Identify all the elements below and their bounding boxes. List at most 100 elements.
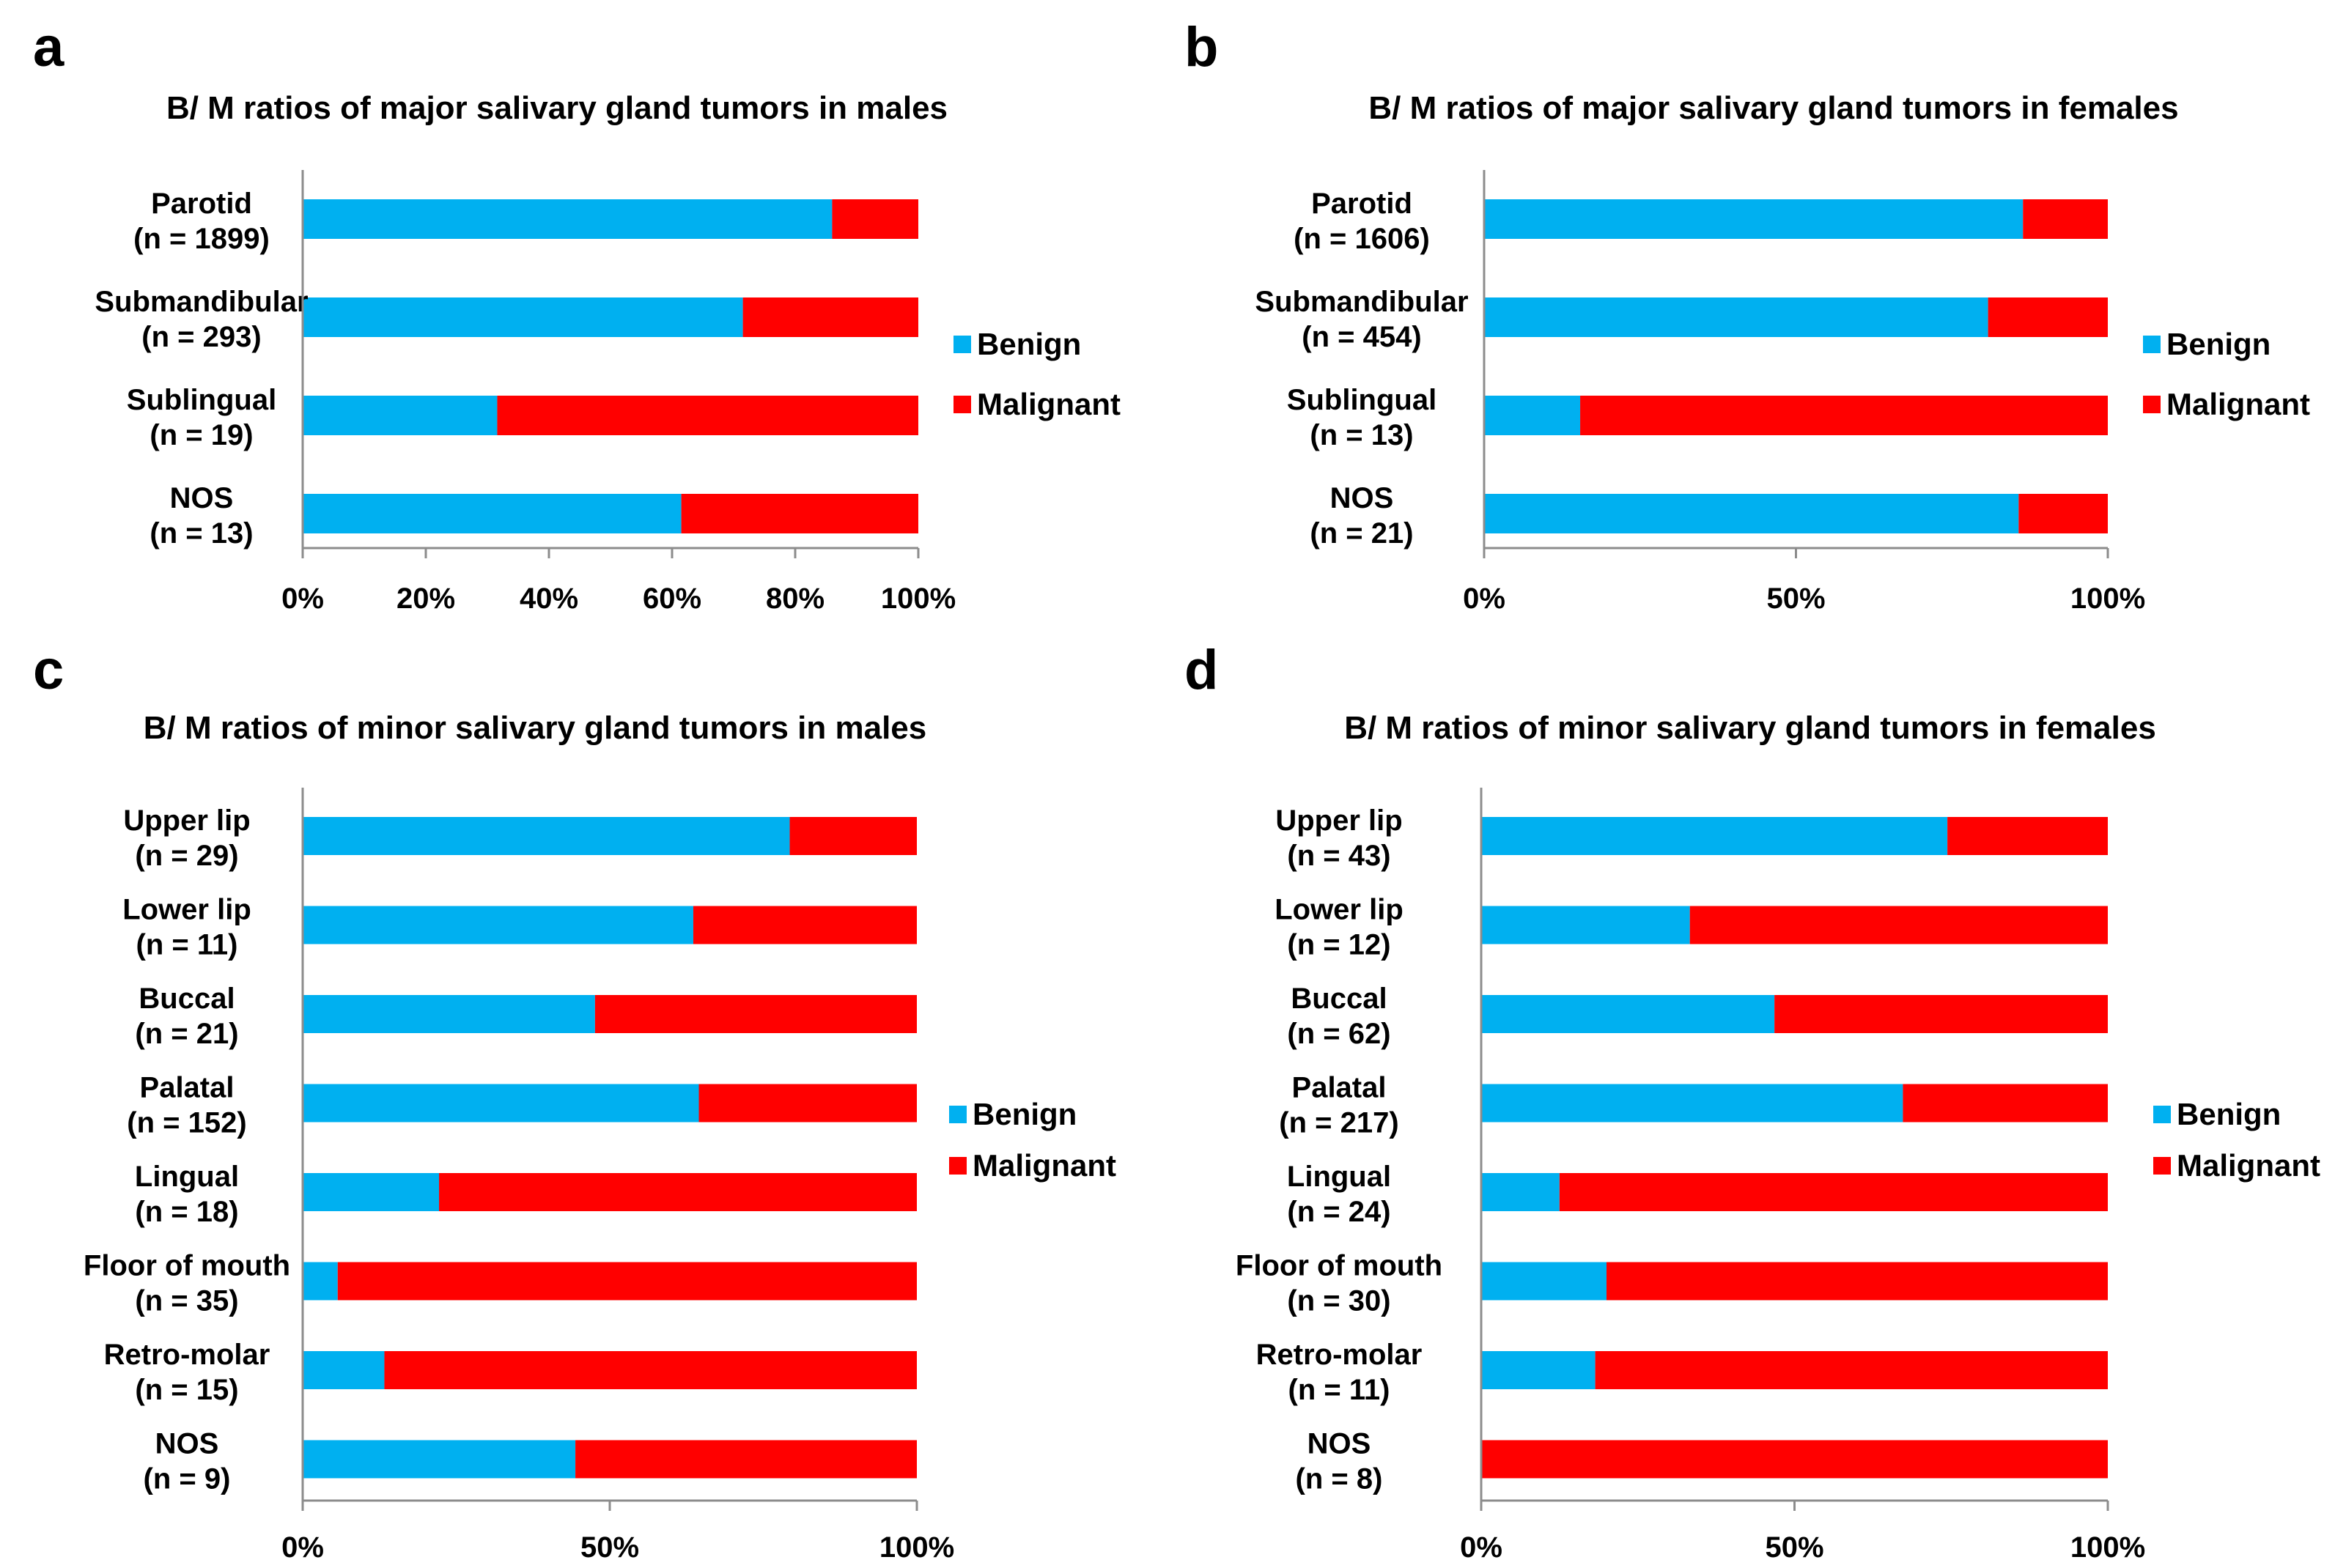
panel-letter: d <box>1184 639 1218 701</box>
category-label: NOS <box>1330 482 1394 514</box>
panel-letter: b <box>1184 16 1218 78</box>
bar-benign-4 <box>303 1173 440 1211</box>
bar-benign-2 <box>1484 396 1581 435</box>
category-count: (n = 11) <box>136 929 238 961</box>
category-label: Parotid <box>1311 188 1412 220</box>
x-tick-label: 0% <box>1463 583 1505 615</box>
x-tick-label: 50% <box>580 1531 639 1564</box>
category-count: (n = 9) <box>144 1463 231 1495</box>
bar-malignant-2 <box>497 396 918 435</box>
bar-benign-3 <box>1484 494 2019 533</box>
category-label: Upper lip <box>123 805 250 837</box>
category-count: (n = 19) <box>150 419 253 451</box>
category-label: Buccal <box>139 983 235 1015</box>
category-label: Palatal <box>140 1072 235 1104</box>
category-count: (n = 1606) <box>1294 223 1430 255</box>
bar-malignant-7 <box>575 1440 917 1479</box>
bar-malignant-0 <box>789 817 917 855</box>
panel-letter: a <box>33 16 64 78</box>
category-label: Submandibular <box>95 286 308 318</box>
category-count: (n = 24) <box>1287 1196 1390 1228</box>
legend-label-benign: Benign <box>977 327 1081 361</box>
legend-swatch-malignant <box>949 1157 967 1175</box>
bar-benign-1 <box>1484 297 1988 337</box>
bar-benign-4 <box>1481 1173 1560 1211</box>
bar-benign-2 <box>303 995 595 1033</box>
category-label: Parotid <box>151 188 252 220</box>
x-tick-label: 100% <box>879 1531 954 1564</box>
x-tick-label: 20% <box>396 583 455 615</box>
legend-swatch-benign <box>949 1106 967 1123</box>
category-label: NOS <box>155 1428 219 1460</box>
bar-benign-3 <box>1481 1084 1903 1123</box>
category-count: (n = 43) <box>1287 840 1390 872</box>
category-count: (n = 1899) <box>133 223 270 255</box>
bar-malignant-4 <box>1559 1173 2108 1211</box>
bar-malignant-0 <box>1947 817 2108 855</box>
bar-malignant-0 <box>2023 199 2108 239</box>
category-label: NOS <box>1307 1428 1371 1460</box>
legend-label-malignant: Malignant <box>2166 387 2310 421</box>
chart-panel-a: a B/ M ratios of major salivary gland tum… <box>33 16 1121 615</box>
legend-label-benign: Benign <box>2177 1097 2281 1131</box>
legend-label-benign: Benign <box>2166 327 2271 361</box>
category-count: (n = 13) <box>1310 419 1413 451</box>
bar-benign-5 <box>1481 1262 1607 1301</box>
category-count: (n = 62) <box>1287 1018 1390 1050</box>
category-count: (n = 18) <box>135 1196 238 1228</box>
bar-benign-7 <box>303 1440 576 1479</box>
x-tick-label: 80% <box>766 583 825 615</box>
category-label: Upper lip <box>1275 805 1402 837</box>
category-count: (n = 152) <box>127 1107 246 1139</box>
bar-benign-2 <box>1481 995 1775 1033</box>
legend-swatch-benign <box>2143 336 2161 353</box>
chart-title: B/ M ratios of minor salivary gland tumo… <box>144 710 926 746</box>
bar-malignant-2 <box>1580 396 2108 435</box>
bar-benign-0 <box>1481 817 1948 855</box>
bar-benign-6 <box>1481 1351 1596 1389</box>
category-count: (n = 11) <box>1288 1374 1390 1406</box>
category-label: Lower lip <box>1275 894 1403 926</box>
bar-benign-1 <box>1481 906 1690 944</box>
legend-swatch-malignant <box>2153 1157 2171 1175</box>
x-tick-label: 50% <box>1765 1531 1823 1564</box>
bar-benign-0 <box>303 199 833 239</box>
category-label: Floor of mouth <box>84 1250 290 1282</box>
bar-malignant-5 <box>337 1262 917 1301</box>
chart-panel-c: c B/ M ratios of minor salivary gland tum… <box>33 639 1116 1564</box>
category-label: Submandibular <box>1255 286 1468 318</box>
bar-malignant-3 <box>681 494 918 533</box>
x-tick-label: 60% <box>643 583 701 615</box>
x-tick-label: 0% <box>1460 1531 1502 1564</box>
legend-swatch-benign <box>953 336 971 353</box>
bar-benign-3 <box>303 494 682 533</box>
bar-malignant-0 <box>832 199 918 239</box>
legend-label-malignant: Malignant <box>973 1148 1116 1183</box>
category-count: (n = 454) <box>1302 321 1421 353</box>
category-label: Lingual <box>1287 1161 1391 1193</box>
category-count: (n = 293) <box>141 321 261 353</box>
x-tick-label: 0% <box>281 583 324 615</box>
legend-swatch-benign <box>2153 1106 2171 1123</box>
bar-malignant-1 <box>742 297 918 337</box>
bar-benign-6 <box>303 1351 385 1389</box>
bar-malignant-5 <box>1607 1262 2108 1301</box>
x-tick-label: 50% <box>1766 583 1825 615</box>
category-label: Sublingual <box>1287 384 1436 416</box>
legend-swatch-malignant <box>2143 396 2161 413</box>
bar-malignant-1 <box>1988 297 2108 337</box>
category-label: Palatal <box>1292 1072 1387 1104</box>
category-label: Floor of mouth <box>1236 1250 1442 1282</box>
category-label: Sublingual <box>127 384 276 416</box>
legend-swatch-malignant <box>953 396 971 413</box>
category-count: (n = 21) <box>1310 517 1413 550</box>
chart-title: B/ M ratios of minor salivary gland tumo… <box>1344 710 2156 746</box>
category-count: (n = 13) <box>150 517 253 550</box>
bar-malignant-6 <box>1595 1351 2108 1389</box>
category-label: Buccal <box>1291 983 1387 1015</box>
chart-title: B/ M ratios of major salivary gland tumo… <box>1368 90 2178 126</box>
category-count: (n = 21) <box>135 1018 238 1050</box>
bar-malignant-2 <box>594 995 917 1033</box>
bar-benign-3 <box>303 1084 699 1123</box>
